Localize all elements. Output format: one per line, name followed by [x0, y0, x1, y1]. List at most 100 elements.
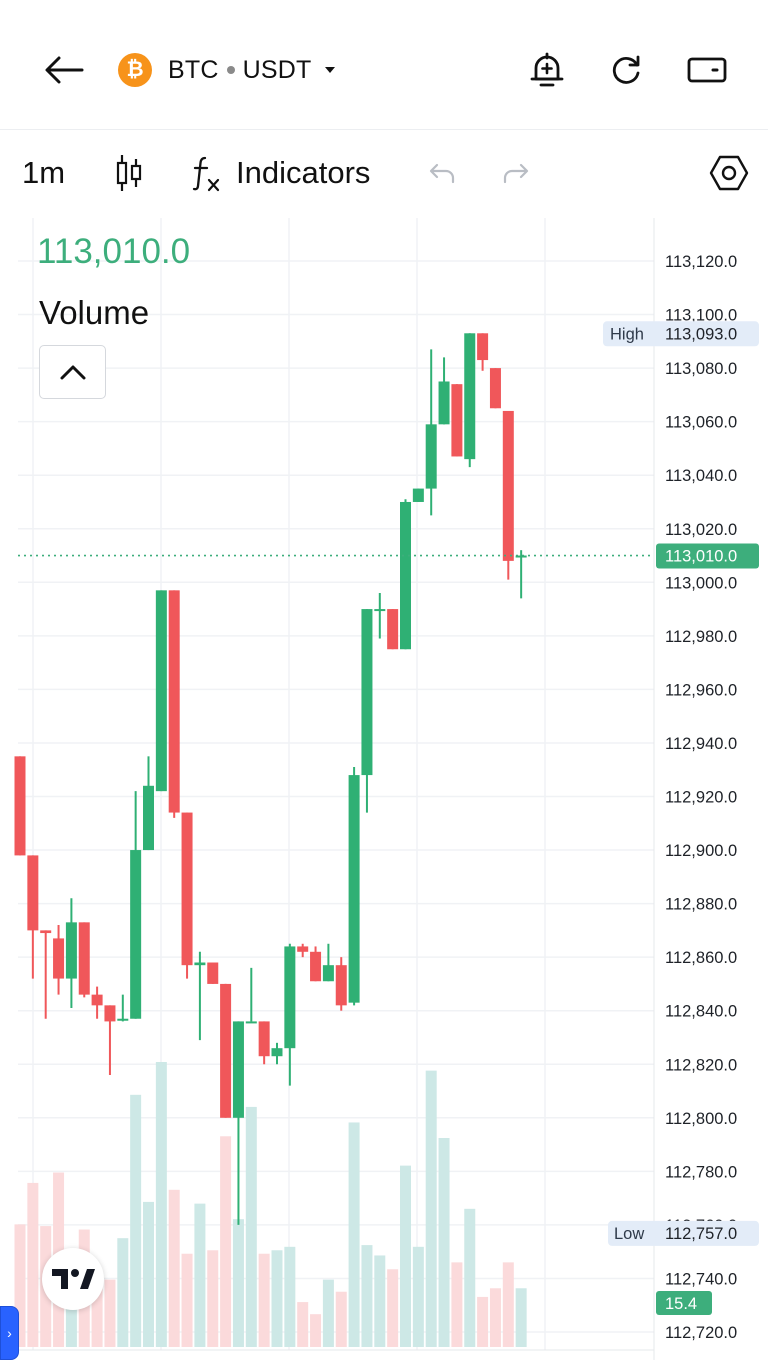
volume-bar [310, 1314, 322, 1347]
high-marker-value: 113,093.0 [665, 325, 737, 343]
add-alert-button[interactable] [523, 46, 571, 94]
redo-icon [503, 163, 529, 184]
price-scale-label: 113,000.0 [665, 574, 737, 592]
base-asset: BTC [168, 55, 219, 84]
candle-body [155, 590, 167, 792]
indicators-label[interactable]: Indicators [236, 155, 371, 190]
low-marker-bg [608, 1220, 759, 1246]
volume-bar [194, 1203, 206, 1347]
volume-bar [348, 1122, 360, 1347]
tradingview-logo-icon[interactable] [42, 1248, 104, 1310]
candle-body [104, 1005, 116, 1022]
price-scale-label: 113,040.0 [665, 467, 737, 485]
candle-body [130, 850, 142, 1019]
volume-bar [502, 1262, 514, 1347]
candle-body [322, 965, 334, 982]
price-scale-label: 113,060.0 [665, 414, 737, 432]
header-bar: ₿ BTC USDT [0, 0, 768, 130]
last-price-badge [656, 543, 759, 569]
volume-bar [515, 1288, 527, 1347]
arrow-left-icon [45, 56, 84, 84]
chart-toolbar: 1m Indicators [0, 131, 768, 217]
indicators-button[interactable] [190, 151, 224, 195]
price-scale-label: 112,980.0 [665, 628, 737, 646]
volume-bar [400, 1165, 411, 1347]
volume-bar [155, 1062, 167, 1347]
candle-body [245, 1021, 257, 1024]
collapse-indicators-button[interactable] [39, 345, 106, 399]
volume-bar [14, 1224, 26, 1347]
price-scale-label: 113,020.0 [665, 521, 737, 539]
candle-body [168, 590, 180, 813]
side-panel-toggle[interactable]: › [0, 1306, 19, 1360]
candlestick-chart[interactable]: 113,120.0 113,100.0 113,080.0 113,060.0 113,… [0, 218, 768, 1360]
candle-body [181, 812, 193, 966]
volume-bar [477, 1296, 489, 1347]
candle-body [53, 938, 65, 979]
volume-bar [91, 1274, 103, 1347]
price-scale-label: 112,840.0 [665, 1003, 737, 1021]
volume-bar [232, 1219, 244, 1347]
volume-bar [220, 1136, 232, 1347]
candle-body [438, 381, 450, 425]
candle-body [40, 930, 52, 934]
chevron-down-icon [325, 67, 336, 73]
back-button[interactable] [40, 48, 88, 92]
candle-body [387, 609, 399, 650]
wallet-icon [687, 57, 727, 83]
candle-body [117, 1018, 129, 1021]
settings-hexagon-icon [709, 155, 749, 191]
candle-body [78, 922, 90, 995]
candle-body [348, 775, 360, 1003]
volume-bar [425, 1070, 437, 1347]
volume-bar [322, 1279, 334, 1347]
candle-body [489, 368, 501, 409]
volume-bar [271, 1250, 283, 1347]
candle-body [65, 922, 77, 979]
volume-bar [361, 1245, 373, 1347]
volume-bar [104, 1279, 116, 1347]
chart-settings-button[interactable] [708, 151, 750, 195]
chevron-right-icon: › [7, 1325, 12, 1341]
redo-button[interactable] [500, 151, 530, 195]
volume-value-text: 15.4 [665, 1295, 697, 1313]
wallet-button[interactable] [683, 46, 731, 94]
candle-body [220, 983, 232, 1118]
undo-button[interactable] [428, 151, 458, 195]
add-alert-icon [530, 52, 564, 87]
bitcoin-icon: ₿ [118, 53, 152, 87]
volume-bar [168, 1189, 180, 1347]
volume-bar [258, 1253, 270, 1347]
volume-bar [117, 1238, 129, 1347]
candle-body [335, 965, 347, 1006]
candle-body [27, 855, 39, 931]
last-price-badge-text: 113,010.0 [665, 548, 737, 566]
volume-bar [412, 1246, 424, 1347]
volume-bar [489, 1288, 501, 1347]
candle-body [361, 609, 373, 776]
candle-body [374, 609, 386, 612]
pair-selector[interactable]: ₿ BTC USDT [118, 52, 336, 88]
volume-bar [374, 1255, 386, 1347]
chart-type-button[interactable] [112, 151, 146, 195]
volume-bar [335, 1291, 347, 1347]
price-scale-label: 112,940.0 [665, 735, 737, 753]
candle-body [271, 1048, 283, 1057]
price-scale-label: 112,820.0 [665, 1056, 737, 1074]
volume-bar [387, 1269, 399, 1347]
candle-body [515, 555, 527, 558]
price-scale-label: 113,080.0 [665, 360, 737, 378]
timeframe-button[interactable]: 1m [22, 155, 66, 190]
volume-bar [464, 1208, 476, 1347]
undo-icon [429, 163, 455, 184]
price-scale-label: 112,880.0 [665, 896, 737, 914]
candle-body [143, 785, 154, 851]
candle-body [310, 951, 322, 982]
candle-body [284, 946, 296, 1049]
refresh-button[interactable] [602, 46, 650, 94]
refresh-icon [612, 55, 640, 84]
price-scale-label: 112,720.0 [665, 1324, 737, 1342]
current-price-label: 113,010.0 [37, 232, 191, 271]
candle-body [451, 384, 463, 457]
volume-bar [27, 1182, 39, 1347]
